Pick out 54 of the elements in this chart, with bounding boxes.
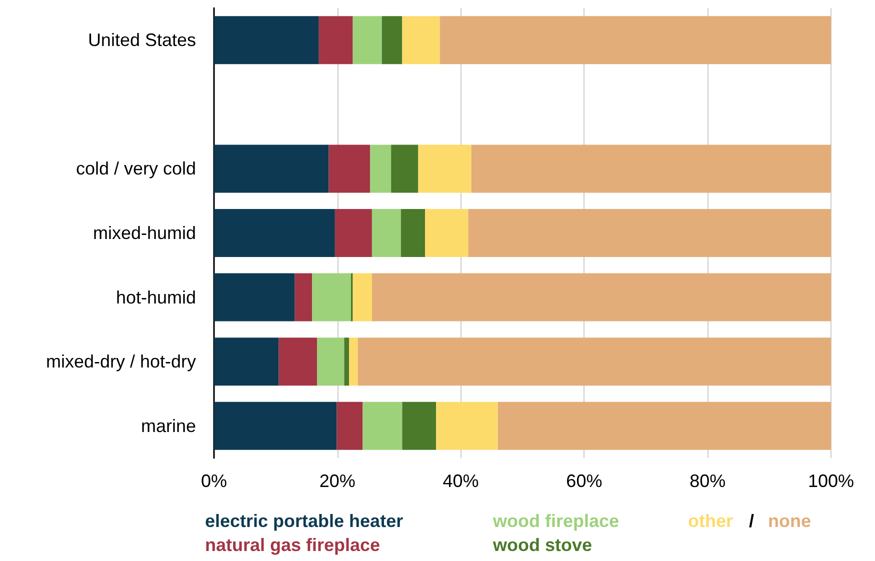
bar <box>400 209 426 257</box>
bar <box>418 144 472 193</box>
bar <box>328 144 370 193</box>
text: electric portable heater <box>205 511 404 531</box>
bar <box>214 209 335 257</box>
bar <box>214 273 295 322</box>
bar <box>214 402 337 450</box>
bar <box>344 338 350 386</box>
y-tick-label: mixed-dry / hot-dry <box>46 352 196 372</box>
bar <box>214 144 329 193</box>
bar <box>372 273 831 322</box>
text: wood fireplace <box>492 511 620 531</box>
bar <box>382 16 402 64</box>
bar <box>498 402 831 450</box>
bar <box>336 402 363 450</box>
bar <box>294 273 312 322</box>
bar <box>358 338 831 386</box>
y-tick-label: cold / very cold <box>76 158 196 179</box>
bar <box>402 16 440 64</box>
bar <box>370 144 392 193</box>
text: other <box>688 511 733 531</box>
text: none <box>768 511 811 531</box>
y-tick-label: mixed-humid <box>92 223 196 243</box>
x-tick-label: 40% <box>442 471 479 491</box>
bar <box>352 273 372 322</box>
bar <box>214 338 279 386</box>
text: wood stove <box>492 535 592 555</box>
bar <box>436 402 498 450</box>
bar <box>278 338 318 386</box>
text: natural gas fireplace <box>205 535 380 555</box>
bar <box>440 16 831 64</box>
bar <box>471 144 831 193</box>
x-tick-label: 80% <box>690 471 726 491</box>
bar <box>312 273 351 322</box>
x-tick-label: 100% <box>808 471 854 491</box>
bar <box>352 16 382 64</box>
y-tick-label: United States <box>88 30 196 50</box>
bar <box>468 209 831 257</box>
bar <box>317 338 344 386</box>
x-tick-label: 60% <box>566 471 602 491</box>
y-tick-label: marine <box>140 416 196 436</box>
bar <box>214 16 319 64</box>
bar <box>334 209 372 257</box>
bar <box>402 402 436 450</box>
bar <box>372 209 401 257</box>
x-tick-label: 0% <box>200 471 228 491</box>
y-tick-label: hot-humid <box>116 287 196 308</box>
x-tick-label: 20% <box>319 471 356 491</box>
bar <box>425 209 468 257</box>
text: / <box>749 511 754 531</box>
bar <box>349 338 358 386</box>
bar <box>318 16 353 64</box>
bar <box>391 144 418 193</box>
bar <box>362 402 402 450</box>
